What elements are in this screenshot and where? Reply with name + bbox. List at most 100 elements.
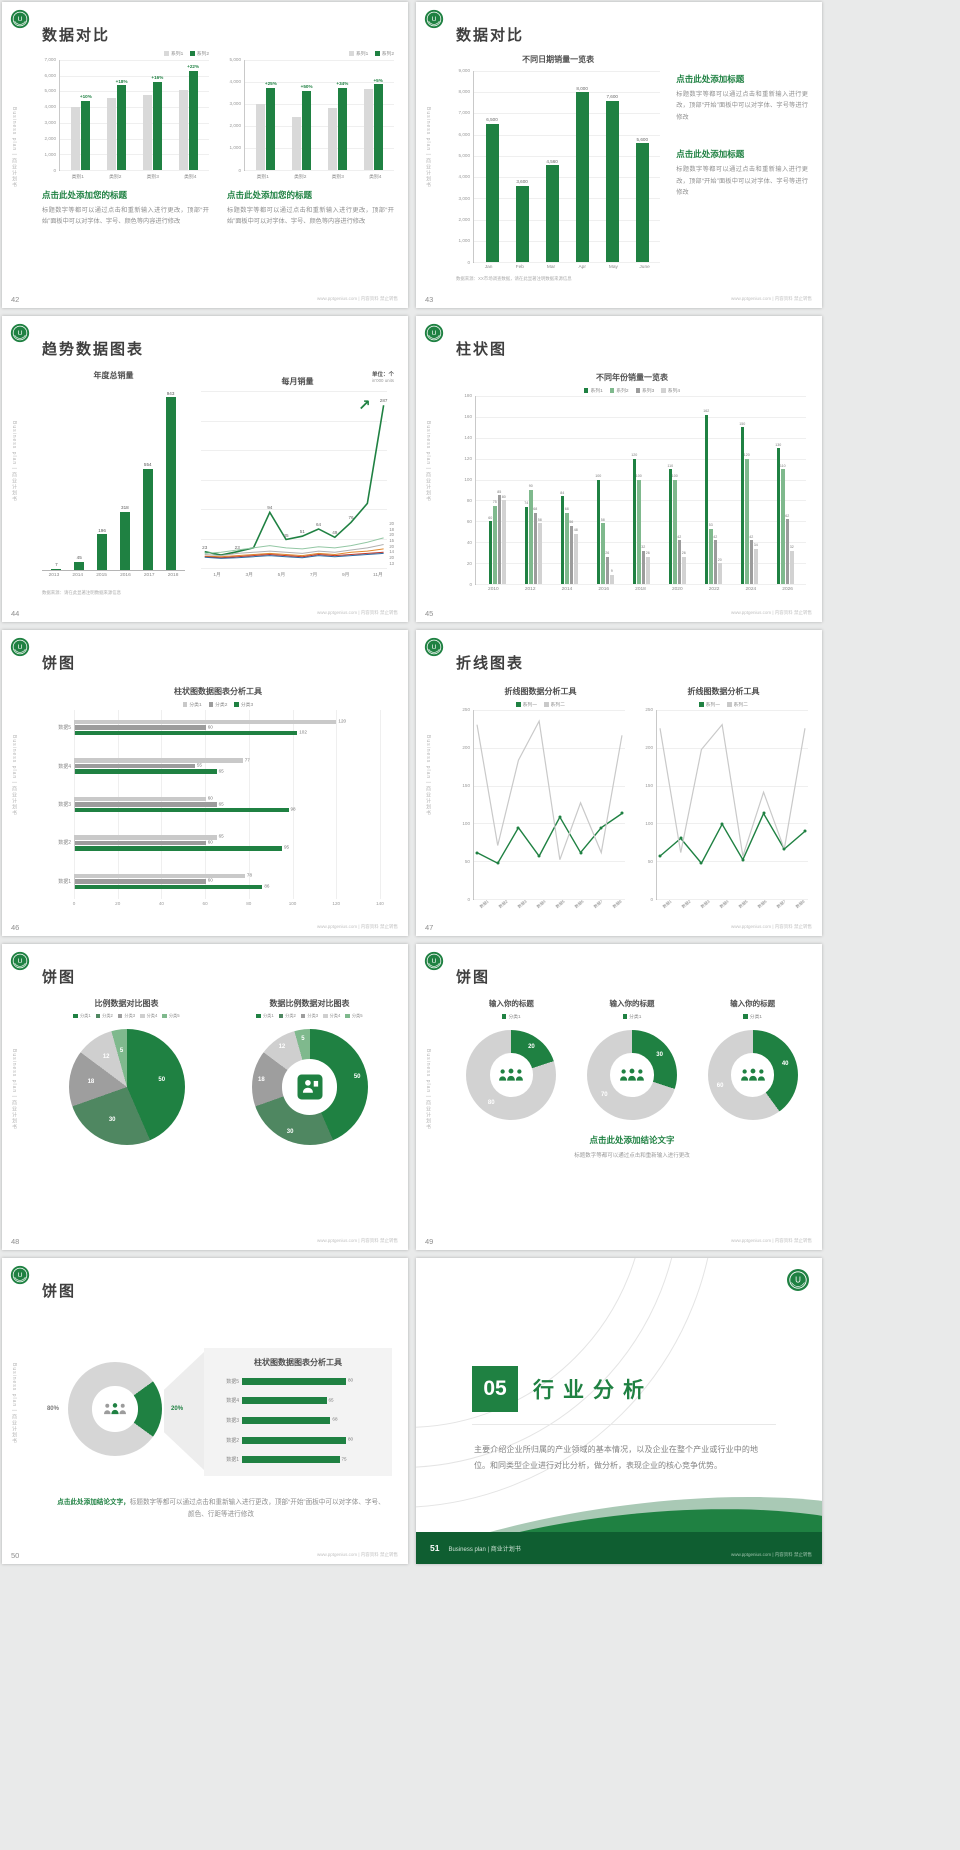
- page-number: 47: [425, 923, 434, 932]
- legend-swatch: [743, 1014, 748, 1019]
- data-point: [579, 851, 583, 855]
- slide-content: 不同年份销量一览表 系列1 系列2 系列3 系列4 180 160 140 120 100 80…: [458, 372, 806, 592]
- y-axis: 5,000 4,000 3,000 2,000 1,000 0: [229, 56, 242, 173]
- brand-logo-glyph: U: [787, 1269, 809, 1291]
- plot-area: +25% +50% +34% +5%: [244, 60, 394, 171]
- bar-value-label: 68: [332, 1417, 338, 1423]
- brand-logo-icon: U: [424, 9, 444, 29]
- x-tick-label: 2016: [598, 587, 610, 592]
- x-labels: 数据1 数据2 数据3 数据4 数据5 数据6 数据7 数据8: [473, 899, 625, 909]
- bar-group: 318: [113, 387, 136, 570]
- bar: 55: [75, 763, 202, 769]
- bar: 60: [75, 725, 213, 730]
- people-glyph: [499, 1068, 524, 1081]
- point-label: 49: [332, 530, 338, 536]
- bar-value-label: 32: [641, 544, 646, 549]
- gridline: [292, 710, 294, 899]
- footer-text: www.pptgenius.com | 内容资料 禁止转售: [317, 296, 398, 301]
- x-axis-pad: [227, 171, 244, 180]
- footer-url: www.pptgenius.com | 内容资料 禁止转售: [731, 1552, 812, 1557]
- legend-item: 分类1: [182, 701, 202, 708]
- brand-logo-icon: U: [10, 951, 30, 971]
- slice-label: 18: [257, 1076, 265, 1083]
- line-chart-block: 折线图数据分析工具 系列一 系列二 250 200 150 100 50 0 数据1 数据2 数据…: [639, 686, 808, 909]
- bar-group: 6,500: [477, 71, 507, 262]
- slide-51[interactable]: U 05 行业分析 主要介绍企业所归属的产业领域的基本情况，以及企业在整个产业或…: [416, 1258, 822, 1564]
- bar-value-label: 6,500: [486, 117, 498, 123]
- slide-44[interactable]: U Business plan | 商业计划书 趋势数据图表 年度总销量 7 45…: [2, 316, 408, 622]
- donut-hole: [731, 1053, 775, 1097]
- line-series: [205, 544, 384, 555]
- bar-value-label: 80: [501, 494, 506, 499]
- bar-group: 196: [91, 387, 114, 570]
- bar-value-label: 60: [207, 795, 213, 801]
- legend-item: 分类5: [345, 1013, 363, 1019]
- page-title: 饼图: [456, 969, 491, 986]
- donut: 50 30 18 12 5: [251, 1029, 368, 1145]
- bar-value-label: 68: [564, 507, 569, 512]
- brand-logo-glyph: U: [424, 323, 444, 343]
- x-labels: 2013 2014 2015 2016 2017 2018: [42, 571, 185, 578]
- bar-chart-area: 7,000 6,000 5,000 4,000 3,000 2,000 1,000 0 +10%…: [42, 57, 209, 172]
- point-label: 23: [202, 544, 208, 550]
- end-value: 20: [389, 520, 394, 526]
- plot-area: [656, 710, 808, 900]
- x-labels: 0 20 40 60 80 100 120 140: [72, 901, 384, 906]
- x-tick-label: 2014: [561, 587, 573, 592]
- slide-46[interactable]: U Business plan | 商业计划书 饼图 柱状图数据图表分析工具 分…: [2, 630, 408, 936]
- bar-value-label: 26: [681, 551, 686, 556]
- slide-50[interactable]: U Business plan | 商业计划书 饼图 20% 80% 柱状图数据图…: [2, 1258, 408, 1564]
- bar-value-label: 196: [98, 527, 106, 533]
- bar: +50%: [301, 85, 313, 170]
- block-body: 标题数字等都可以通过点击和重新输入进行更改，顶部“开始”面板中可以对字体、字号、…: [227, 207, 394, 226]
- bar-value-label: 77: [244, 757, 250, 763]
- end-value: 14: [389, 549, 394, 555]
- legend-item: 分类2: [278, 1013, 296, 1019]
- bar-row: 数据2 80: [218, 1432, 378, 1449]
- bar-value-label: 68: [533, 507, 538, 512]
- data-point: [720, 822, 724, 826]
- gridline: [474, 710, 625, 711]
- x-tick-label: Feb: [515, 265, 524, 270]
- gridline: [657, 823, 808, 825]
- page-number: 48: [11, 1237, 20, 1246]
- footer-text: www.pptgenius.com | 内容资料 禁止转售: [731, 924, 812, 929]
- slide-49[interactable]: U Business plan | 商业计划书 饼图 输入你的标题 分类1 20…: [416, 944, 822, 1250]
- bar-value-label: 65: [218, 768, 224, 774]
- gridline: [657, 785, 808, 787]
- legend-item: 分类3: [117, 1013, 135, 1019]
- slide-45[interactable]: U Business plan | 商业计划书 柱状图 不同年份销量一览表 系列…: [416, 316, 822, 622]
- slide-42[interactable]: U Business plan | 商业计划书 数据对比 系列1 系列2 7,00…: [2, 2, 408, 308]
- legend-label: 分类1: [189, 703, 202, 708]
- bar-value-label: 7: [55, 562, 58, 568]
- bar-value-label: 9: [610, 569, 613, 574]
- bar: 68: [565, 508, 569, 584]
- slide-48[interactable]: U Business plan | 商业计划书 饼图 比例数据对比图表 分类1 分…: [2, 944, 408, 1250]
- donut: 40 60: [707, 1030, 798, 1120]
- slide-47[interactable]: U Business plan | 商业计划书 折线图表 折线图数据分析工具 系…: [416, 630, 822, 936]
- slide-43[interactable]: U Business plan | 商业计划书 数据对比 不同日期销量一览表 9…: [416, 2, 822, 308]
- bar-groups: 60 75 85 80 74 90 68 58 84 68 56 48 100 58 26 9 120 100 32…: [476, 396, 806, 584]
- legend-label: 分类2: [285, 1013, 296, 1018]
- bar: 77: [75, 758, 250, 763]
- gridline: [476, 458, 806, 460]
- bar: 32: [641, 545, 645, 584]
- donut-group: 输入你的标题 分类1 30 70: [577, 998, 688, 1120]
- bar-value-label: 86: [264, 883, 270, 889]
- conclusion-heading: 点击此处添加结论文字，: [57, 1498, 130, 1506]
- line-series: [205, 553, 384, 558]
- block-body: 标题数字等都可以通过点击和重新输入进行更改，顶部“开始”面板中可以对字体、字号、…: [42, 207, 209, 226]
- connector-shape: [164, 1352, 204, 1470]
- chart-title: 不同年份销量一览表: [596, 373, 668, 382]
- bar-value-label: 26: [645, 551, 650, 556]
- chart-block-left: 系列1 系列2 7,000 6,000 5,000 4,000 3,000 2,000 1,0…: [42, 50, 209, 286]
- x-tick-label: 2017: [143, 573, 155, 578]
- bar: 65: [75, 802, 224, 807]
- bar-row: 数据4 77 55 65: [50, 748, 386, 783]
- bar-chart: 5,000 4,000 3,000 2,000 1,000 0 +25% +50% +34% +5…: [227, 56, 394, 180]
- gridline: [245, 148, 394, 149]
- bar-value-label: +25%: [264, 80, 277, 86]
- line-series: [205, 549, 384, 557]
- legend-swatch: [300, 1013, 306, 1019]
